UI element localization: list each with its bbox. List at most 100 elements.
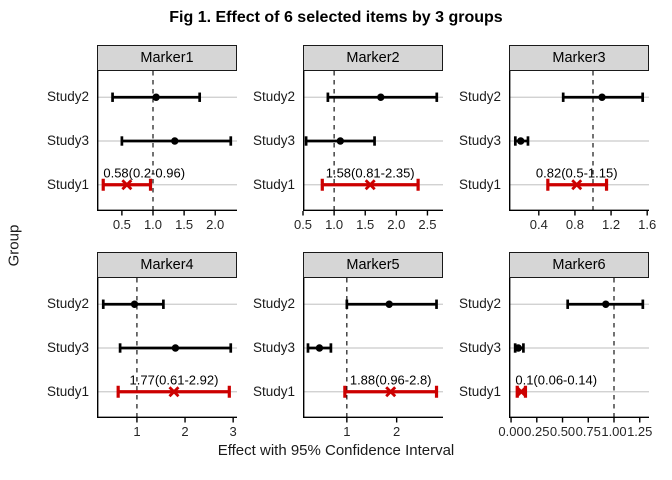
point-estimate-dot (377, 93, 385, 101)
errorbar-study3 (120, 136, 233, 146)
estimate-annotation: 0.82(0.5-1.15) (536, 165, 618, 180)
x-tick-label: 0.5 (113, 217, 131, 232)
y-axis-study-label: Study2 (46, 89, 89, 105)
point-estimate-dot (336, 137, 345, 145)
y-axis-study-label: Study2 (252, 89, 295, 105)
estimate-annotation: 1.88(0.96-2.8) (350, 372, 432, 387)
x-tick-label: 0.8 (566, 217, 584, 232)
facet-strip-label: Marker6 (509, 252, 649, 278)
y-axis-study-label: Study1 (252, 383, 295, 399)
y-axis-study-label: Study2 (252, 296, 295, 312)
point-estimate-dot (130, 300, 139, 308)
panel-plot-marker2: 0.5 1.0 1.5 2.0 2.5 1.58(0.81-2.35) (294, 71, 443, 232)
x-tick-label: 2.0 (206, 217, 224, 232)
errorbar-study2 (566, 299, 645, 309)
point-estimate-dot (385, 300, 393, 308)
y-axis-study-label: Study3 (46, 340, 89, 355)
estimate-annotation: 1.58(0.81-2.35) (326, 165, 415, 180)
y-axis-study-label: Study3 (46, 133, 89, 148)
facet-marker1: Marker1 Study2 Study3 Study1 0.5 1.0 1.5 2.0 0.5… (32, 45, 252, 250)
estimate-annotation: 0.1(0.06-0.14) (515, 372, 597, 387)
x-tick-label: 1.5 (356, 217, 374, 232)
y-axis-study-label: Study1 (458, 383, 501, 399)
figure-title: Fig 1. Effect of 6 selected items by 3 g… (169, 9, 503, 26)
facet-strip-label: Marker1 (97, 45, 237, 71)
panel-plot-marker4: 1 2 3 1.77(0.61-2.92) (96, 278, 237, 439)
x-tick-label: 2 (181, 424, 188, 439)
point-estimate-dot (598, 93, 606, 101)
point-estimate-dot (315, 344, 324, 352)
y-axis-study-label: Study3 (458, 133, 501, 148)
x-tick-label: 1.0 (144, 217, 162, 232)
panel-plot-marker1: 0.5 1.0 1.5 2.0 0.58(0.2-0.96) (96, 71, 237, 232)
x-tick-label: 1.25 (627, 424, 652, 439)
x-tick-label: 0.25 (524, 424, 549, 439)
y-axis-study-label: Study3 (252, 133, 295, 148)
facet-marker3: Marker3 Study2 Study3 Study1 0.4 0.8 1.2 1.6 0.8… (444, 45, 664, 250)
estimate-annotation: 0.58(0.2-0.96) (103, 165, 185, 180)
x-tick-label: 0.4 (530, 217, 548, 232)
errorbar-study1-highlight (515, 385, 528, 398)
y-axis-study-label: Study2 (458, 89, 501, 105)
errorbar-study2 (326, 92, 439, 102)
x-tick-label: 2.5 (418, 217, 436, 232)
errorbar-study1-highlight (101, 178, 153, 191)
point-estimate-dot (171, 137, 179, 145)
panel-plot-marker5: 1 2 1.88(0.96-2.8) (302, 278, 443, 439)
x-tick-label: 3 (230, 424, 237, 439)
errorbar-study1-highlight (343, 385, 439, 398)
x-tick-label: 1.6 (638, 217, 656, 232)
y-axis-study-label: Study1 (46, 383, 89, 399)
errorbar-study2 (561, 92, 645, 102)
x-tick-label: 1 (343, 424, 350, 439)
y-axis-study-label: Study3 (458, 340, 501, 355)
facet-strip-label: Marker4 (97, 252, 237, 278)
errorbar-study3 (306, 343, 333, 353)
facet-strip-label: Marker2 (303, 45, 443, 71)
estimate-annotation: 1.77(0.61-2.92) (130, 372, 219, 387)
facet-strip-label: Marker3 (509, 45, 649, 71)
y-axis-study-label: Study3 (252, 340, 295, 355)
y-axis-study-label: Study1 (458, 176, 501, 192)
errorbar-study3 (513, 343, 525, 353)
errorbar-study2 (345, 299, 438, 309)
x-tick-label: 0.5 (294, 217, 312, 232)
errorbar-study3 (118, 343, 233, 353)
panel-plot-marker6: 0.00 0.25 0.50 0.75 1.00 1.25 0.1(0.06-0.14) (498, 278, 652, 439)
panel-plot-marker3: 0.4 0.8 1.2 1.6 0.82(0.5-1.15) (508, 71, 656, 232)
point-estimate-dot (602, 300, 610, 308)
errorbar-study1-highlight (320, 178, 420, 191)
x-tick-label: 1.2 (602, 217, 620, 232)
errorbar-study2 (101, 299, 165, 309)
facet-marker4: Marker4 Study2 Study3 Study1 1 2 3 1.77(0.61-2.… (32, 252, 252, 457)
y-axis-study-label: Study1 (252, 176, 295, 192)
x-tick-label: 2.0 (387, 217, 405, 232)
point-estimate-dot (171, 344, 180, 352)
x-tick-label: 1 (133, 424, 140, 439)
x-tick-label: 2 (393, 424, 400, 439)
x-tick-label: 1.00 (601, 424, 626, 439)
errorbar-study1-highlight (116, 385, 231, 398)
facet-strip-label: Marker5 (303, 252, 443, 278)
errorbar-study3 (304, 136, 376, 146)
x-tick-label: 0.00 (498, 424, 523, 439)
facet-marker2: Marker2 Study2 Study3 Study1 0.5 1.0 1.5 2.0 2.5… (238, 45, 458, 250)
y-axis-title: Group (5, 224, 23, 267)
errorbar-study3 (513, 136, 530, 146)
point-estimate-dot (152, 93, 160, 101)
y-axis-study-label: Study2 (46, 296, 89, 312)
facet-marker6: Marker6 Study2 Study3 Study1 0.00 0.25 0.50 0.7… (444, 252, 664, 457)
point-estimate-dot (514, 344, 522, 352)
point-estimate-dot (517, 137, 525, 145)
x-tick-label: 0.50 (550, 424, 575, 439)
errorbar-study1-highlight (546, 178, 609, 191)
x-tick-label: 0.75 (576, 424, 601, 439)
y-axis-study-label: Study2 (458, 296, 501, 312)
facet-marker5: Marker5 Study2 Study3 Study1 1 2 1.88(0.96-2.8… (238, 252, 458, 457)
x-axis-title: Effect with 95% Confidence Interval (217, 442, 455, 459)
errorbar-study2 (111, 92, 202, 102)
x-tick-label: 1.5 (175, 217, 193, 232)
y-axis-study-label: Study1 (46, 176, 89, 192)
x-tick-label: 1.0 (325, 217, 343, 232)
